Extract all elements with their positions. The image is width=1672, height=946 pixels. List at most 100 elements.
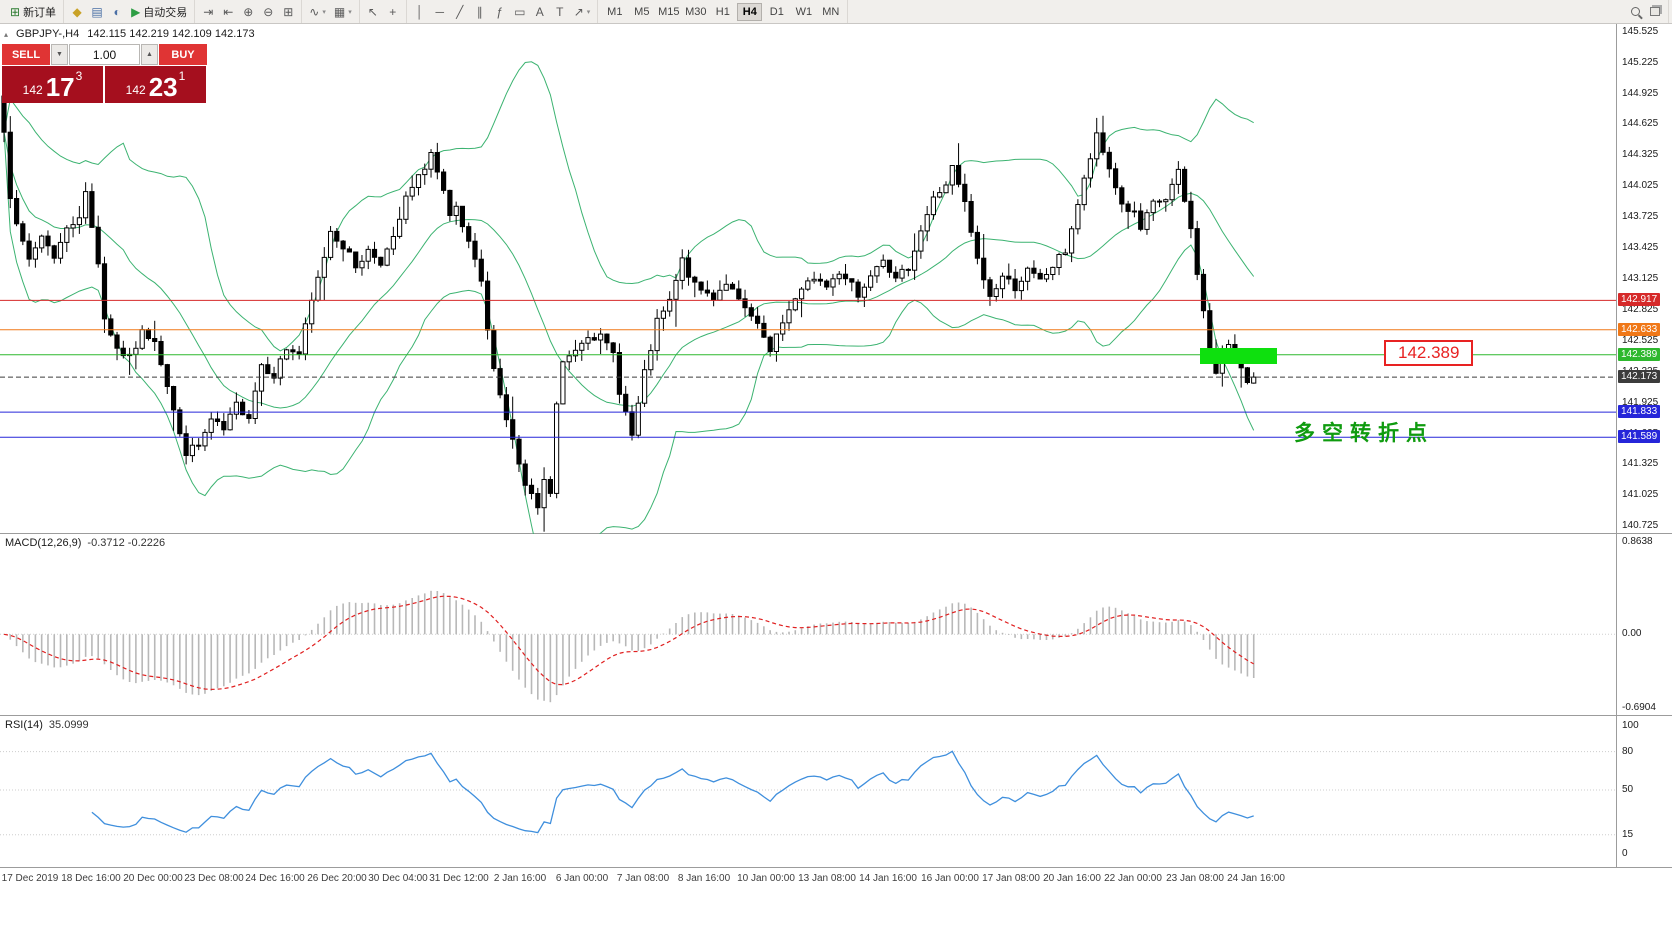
search-button[interactable] (1625, 2, 1645, 21)
text-tool-icon: A (535, 4, 544, 19)
timeframe-button-h1[interactable]: H1 (715, 5, 730, 18)
indicators-list-icon: ∿ (309, 4, 320, 19)
timeframe-button-m1[interactable]: M1 (607, 5, 623, 18)
rsi-indicator-label: RSI(14) 35.0999 (5, 719, 89, 731)
price-axis-label: 144.925 (1622, 88, 1659, 99)
profiles-button[interactable]: ◆ (67, 2, 87, 21)
volume-decrease-button[interactable]: ▼ (51, 44, 68, 65)
timeframe-button-w1[interactable]: W1 (795, 5, 813, 18)
new-order-button[interactable]: ⊞ 新订单 (6, 2, 60, 21)
collapse-arrow-icon[interactable]: ▴ (4, 29, 9, 39)
hline-price-tag: 141.589 (1618, 430, 1661, 443)
sell-button[interactable]: SELL (2, 44, 50, 65)
zoom-out-icon: ⊖ (263, 4, 274, 19)
rsi-panel[interactable]: RSI(14) 35.0999 (0, 716, 1616, 868)
macd-axis-label: 0.00 (1622, 628, 1642, 639)
buy-button[interactable]: BUY (159, 44, 207, 65)
time-axis-label: 10 Jan 00:00 (737, 873, 795, 884)
indicators-list-button[interactable]: ∿ ▾ (305, 2, 330, 21)
time-axis-label: 14 Jan 16:00 (859, 873, 917, 884)
macd-axis[interactable]: 0.8638 0.00 -0.6904 (1616, 534, 1672, 716)
turning-point-annotation[interactable]: 多空转折点 (1294, 422, 1434, 445)
fibonacci-tool-button[interactable]: ƒ (490, 2, 510, 21)
volume-input[interactable] (69, 44, 140, 65)
toolbar: ⊞ 新订单 ◆ ▤ ◐ ▶ 自动交易 ⇥ ⇤ ⊕ ⊖ ⊞ ∿ ▾ ▦ ▾ ↖ + │ ─ ╱ ∥ ƒ ▭ A T ↗ ▾ M1 M5 M15… (0, 0, 1672, 24)
sell-price-button[interactable]: 142 17 3 (2, 66, 103, 103)
macd-histogram (9, 590, 1255, 703)
highlight-rectangle[interactable] (1200, 348, 1277, 364)
toolbar-group-indicators: ∿ ▾ ▦ ▾ (302, 0, 360, 23)
price-axis[interactable]: 145.525 145.225 144.925 144.625 144.325 144.0… (1616, 24, 1672, 534)
rsi-axis-label: 80 (1622, 746, 1634, 757)
time-axis-label: 6 Jan 00:00 (555, 873, 609, 884)
trendline-tool-icon: ╱ (456, 4, 464, 19)
timeframe-button-h4[interactable]: H4 (737, 2, 763, 21)
zoom-out-button[interactable]: ⊖ (258, 2, 278, 21)
time-axis-label: 20 Jan 16:00 (1043, 873, 1101, 884)
time-axis-label: 8 Jan 16:00 (677, 873, 731, 884)
channel-tool-icon: ∥ (476, 4, 483, 19)
data-window-icon: ◐ (113, 4, 121, 19)
buy-price-prefix: 142 (125, 83, 146, 97)
timeframe-button-m5[interactable]: M5 (634, 5, 650, 18)
profiles-icon: ◆ (72, 4, 82, 19)
data-window-button[interactable]: ◐ (107, 2, 127, 21)
time-axis-label: 7 Jan 08:00 (616, 873, 670, 884)
channel-tool-button[interactable]: ∥ (470, 2, 490, 21)
text-tool-button[interactable]: A (530, 2, 550, 21)
timeframe-button-d1[interactable]: D1 (769, 5, 784, 18)
time-axis-label: 24 Jan 16:00 (1227, 873, 1285, 884)
vertical-line-tool-icon: │ (415, 4, 424, 19)
market-watch-button[interactable]: ▤ (87, 2, 107, 21)
macd-signal-line (3, 595, 1254, 691)
auto-trading-icon: ▶ (131, 4, 141, 19)
price-axis-label: 144.625 (1622, 118, 1659, 129)
volume-increase-button[interactable]: ▲ (141, 44, 158, 65)
auto-scroll-button[interactable]: ⇤ (218, 2, 238, 21)
price-axis-label: 141.325 (1622, 458, 1659, 469)
chart-windows-button[interactable] (1645, 2, 1665, 21)
buy-price-button[interactable]: 142 23 1 (105, 66, 206, 103)
new-order-icon: ⊞ (10, 4, 21, 19)
timeframe-button-m30[interactable]: M30 (685, 5, 707, 18)
price-axis-label: 145.225 (1622, 57, 1659, 68)
time-axis-label: 23 Dec 08:00 (184, 873, 244, 884)
rsi-axis[interactable]: 100 80 50 15 0 (1616, 716, 1672, 868)
time-axis-label: 22 Jan 00:00 (1104, 873, 1162, 884)
horizontal-line-tool-button[interactable]: ─ (430, 2, 450, 21)
zoom-in-button[interactable]: ⊕ (238, 2, 258, 21)
price-axis-label: 144.025 (1622, 180, 1659, 191)
macd-title: MACD(12,26,9) (5, 537, 82, 549)
timeframe-button-mn[interactable]: MN (822, 5, 840, 18)
price-callout-label[interactable]: 142.389 (1384, 340, 1474, 366)
objects-list-button[interactable]: ▦ ▾ (330, 2, 356, 21)
toolbar-group-right (1622, 0, 1669, 23)
hline-price-tag: 141.833 (1618, 405, 1661, 418)
arrows-tool-caret-icon: ▾ (586, 8, 591, 16)
cursor-tool-button[interactable]: ↖ (363, 2, 383, 21)
trendline-tool-button[interactable]: ╱ (450, 2, 470, 21)
price-axis-label: 145.525 (1622, 26, 1659, 37)
toolbar-group-draw: │ ─ ╱ ∥ ƒ ▭ A T ↗ ▾ (407, 0, 599, 23)
chart-shift-button[interactable]: ⇥ (198, 2, 218, 21)
toolbar-group-panels: ◆ ▤ ◐ ▶ 自动交易 (64, 0, 196, 23)
tile-windows-button[interactable]: ⊞ (278, 2, 298, 21)
shapes-tool-button[interactable]: ▭ (510, 2, 530, 21)
vertical-line-tool-button[interactable]: │ (410, 2, 430, 21)
shapes-tool-icon: ▭ (514, 4, 526, 19)
auto-trading-button[interactable]: ▶ 自动交易 (127, 2, 191, 21)
timeframe-button-m15[interactable]: M15 (658, 5, 680, 18)
crosshair-tool-button[interactable]: + (383, 2, 403, 21)
macd-panel[interactable]: MACD(12,26,9) -0.3712 -0.2226 (0, 534, 1616, 716)
crosshair-tool-icon: + (389, 4, 397, 19)
search-icon (1630, 7, 1640, 16)
arrows-tool-button[interactable]: ↗ ▾ (570, 2, 595, 21)
time-axis-label: 26 Dec 20:00 (307, 873, 367, 884)
time-axis[interactable]: 17 Dec 2019 18 Dec 16:00 20 Dec 00:00 23 De… (0, 868, 1672, 892)
macd-indicator-label: MACD(12,26,9) -0.3712 -0.2226 (5, 537, 165, 549)
price-chart-panel[interactable]: ▴ GBPJPY-,H4 142.115 142.219 142.109 142… (0, 24, 1616, 534)
label-tool-button[interactable]: T (550, 2, 570, 21)
time-axis-label: 20 Dec 00:00 (123, 873, 183, 884)
objects-list-caret-icon: ▾ (348, 8, 352, 16)
